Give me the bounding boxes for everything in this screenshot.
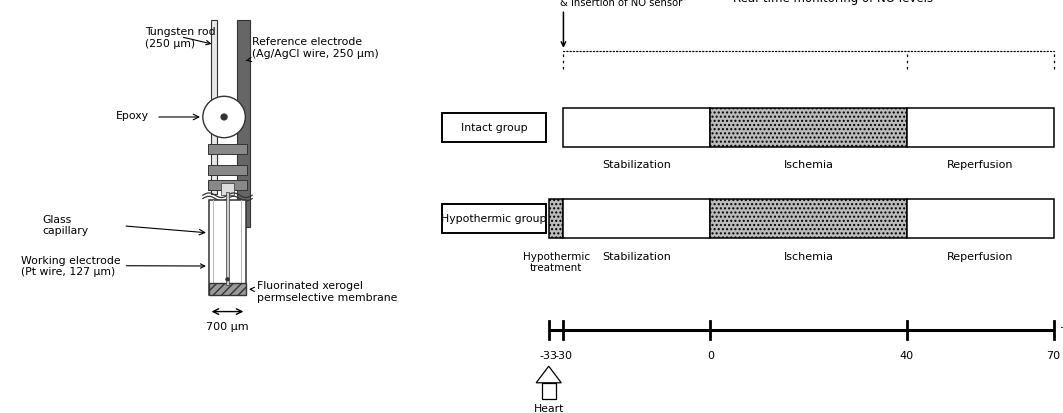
Bar (563, 109, 710, 148)
Text: Langendorff system On
& Insertion of NO sensor: Langendorff system On & Insertion of NO … (560, 0, 682, 8)
Text: 40: 40 (899, 350, 913, 360)
Text: Epoxy: Epoxy (116, 111, 149, 121)
Circle shape (221, 115, 227, 121)
Text: Glass
capillary: Glass capillary (43, 214, 88, 236)
Bar (907, 109, 1053, 148)
Text: Stabilization: Stabilization (603, 251, 672, 261)
Text: Fluorinated xerogel
permselective membrane: Fluorinated xerogel permselective membra… (250, 280, 398, 302)
Text: Real-time monitoring of NO levels: Real-time monitoring of NO levels (733, 0, 933, 5)
Bar (212, 21, 217, 194)
Bar (710, 199, 907, 239)
Text: Stabilization: Stabilization (603, 160, 672, 170)
Text: -33: -33 (540, 350, 558, 360)
Bar (208, 284, 247, 295)
Text: Intact group: Intact group (460, 123, 527, 133)
Bar (226, 192, 229, 285)
Polygon shape (536, 366, 561, 383)
Bar (542, 383, 556, 399)
Bar (549, 199, 563, 239)
Bar (208, 165, 247, 175)
Text: Reperfusion: Reperfusion (947, 160, 1013, 170)
Bar (240, 200, 242, 295)
Text: 700 μm: 700 μm (206, 321, 249, 331)
Bar (442, 204, 545, 233)
Bar (442, 114, 545, 142)
Bar (221, 183, 234, 196)
Text: Ischemia: Ischemia (783, 160, 833, 170)
Bar (213, 200, 215, 295)
Text: Hypothermic
treatment: Hypothermic treatment (523, 251, 590, 273)
Text: 70: 70 (1047, 350, 1061, 360)
Circle shape (226, 278, 229, 281)
Text: Ischemia: Ischemia (783, 251, 833, 261)
Text: Time (min): Time (min) (1061, 325, 1063, 335)
Text: -30: -30 (555, 350, 573, 360)
Text: Working electrode
(Pt wire, 127 μm): Working electrode (Pt wire, 127 μm) (21, 255, 205, 277)
Text: Reperfusion: Reperfusion (947, 251, 1013, 261)
Bar (710, 109, 907, 148)
Text: Heart
harvest: Heart harvest (528, 404, 569, 413)
Text: Hypothermic group: Hypothermic group (441, 214, 546, 224)
Text: 0: 0 (707, 350, 714, 360)
Text: Tungsten rod
(250 μm): Tungsten rod (250 μm) (146, 27, 216, 48)
Circle shape (203, 97, 246, 138)
Bar (208, 145, 247, 154)
Bar (237, 21, 250, 227)
Bar (563, 199, 710, 239)
Text: Reference electrode
(Ag/AgCl wire, 250 μm): Reference electrode (Ag/AgCl wire, 250 μ… (247, 37, 378, 62)
Bar (208, 181, 247, 191)
Bar (208, 200, 247, 295)
Bar (907, 199, 1053, 239)
